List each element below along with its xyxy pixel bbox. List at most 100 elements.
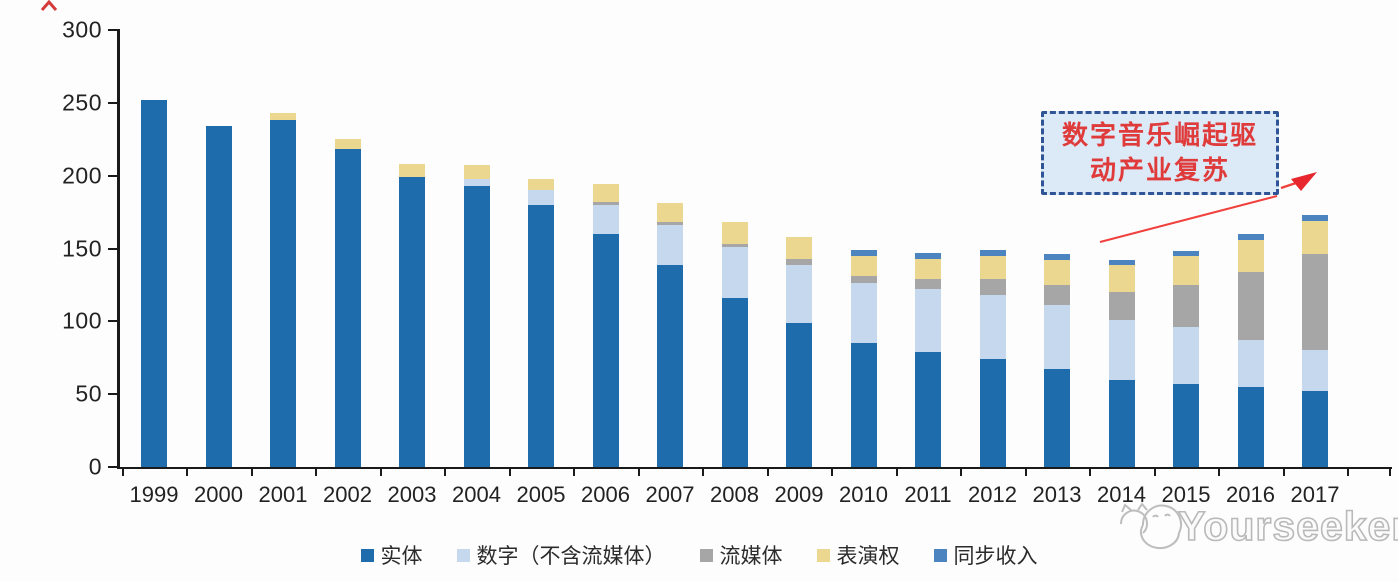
bar-segment-2015 — [1173, 284, 1199, 328]
y-tick-label: 100 — [62, 307, 102, 334]
x-tick — [1089, 467, 1092, 476]
x-tick-label: 2017 — [1290, 482, 1340, 507]
bar-segment-2017 — [1302, 220, 1328, 255]
bar-segment-2006 — [592, 201, 619, 205]
y-tick-label: 0 — [88, 453, 102, 480]
bar-segment-2011 — [915, 351, 941, 467]
legend: 实体 数字（不含流媒体） 流媒体 表演权 同步收入 — [0, 538, 1398, 572]
x-tick — [315, 467, 318, 476]
x-tick — [444, 467, 447, 476]
y-axis-line — [117, 29, 120, 469]
bar-segment-2015 — [1173, 383, 1199, 467]
bar-segment-2001 — [270, 120, 296, 467]
legend-item: 实体 — [360, 540, 423, 570]
x-tick — [1218, 467, 1221, 476]
x-tick-label: 2001 — [258, 482, 308, 507]
x-tick — [121, 467, 124, 476]
legend-item: 表演权 — [816, 540, 900, 570]
bar-segment-2000 — [205, 126, 232, 467]
bar-segment-2013 — [1044, 254, 1070, 261]
y-tick — [108, 247, 118, 250]
bar-segment-2012 — [979, 249, 1006, 256]
bar-segment-2007 — [657, 222, 683, 226]
bar-segment-2009 — [786, 258, 812, 265]
x-tick — [573, 467, 576, 476]
y-tick-label: 300 — [62, 16, 102, 43]
bar-segment-2005 — [528, 204, 554, 467]
x-tick — [702, 467, 705, 476]
bar-segment-2014 — [1108, 292, 1135, 320]
y-tick — [108, 174, 118, 177]
watermark-text: Yourseeker — [1177, 502, 1398, 550]
bar-segment-2011 — [915, 289, 941, 352]
x-tick-label: 2004 — [452, 482, 501, 507]
x-tick — [895, 467, 898, 476]
x-tick — [508, 467, 511, 476]
y-tick-label: 150 — [62, 235, 102, 261]
x-axis-line — [117, 466, 1392, 469]
y-tick — [108, 393, 118, 396]
bar-segment-2017 — [1302, 214, 1328, 221]
y-tick-label: 200 — [62, 162, 102, 189]
bar-segment-2010 — [850, 283, 877, 344]
x-tick — [186, 467, 189, 476]
y-tick — [108, 29, 118, 31]
bar-segment-2010 — [850, 255, 877, 277]
legend-label: 数字（不含流媒体） — [476, 544, 666, 568]
bar-segment-2014 — [1108, 379, 1135, 467]
bar-segment-2015 — [1173, 255, 1199, 285]
x-tick-label: 2010 — [839, 482, 888, 507]
bar-segment-2015 — [1173, 251, 1199, 256]
x-tick-label: 2013 — [1032, 482, 1082, 507]
x-tick — [831, 467, 834, 476]
bar-segment-2013 — [1044, 305, 1070, 370]
bar-segment-2005 — [528, 190, 554, 205]
x-tick-label: 2012 — [968, 482, 1017, 507]
x-tick — [250, 467, 253, 476]
bar-segment-1999 — [141, 99, 167, 467]
bar-segment-2011 — [915, 258, 941, 280]
bar-segment-2017 — [1302, 350, 1328, 392]
corner-red-artifact — [40, 0, 58, 11]
legend-swatch-icon — [360, 548, 374, 562]
bar-segment-2012 — [979, 279, 1006, 296]
y-tick — [108, 101, 118, 104]
bar-segment-2003 — [399, 177, 425, 467]
x-tick-label: 2008 — [710, 482, 759, 507]
bar-segment-2006 — [592, 204, 619, 234]
bar-segment-2009 — [786, 236, 812, 259]
x-tick-label: 2015 — [1161, 482, 1211, 507]
annotation-callout-box: 数字音乐崛起驱 动产业复苏 — [1041, 111, 1279, 195]
x-tick-label: 2005 — [516, 482, 566, 507]
bar-segment-2002 — [334, 139, 361, 150]
bar-segment-2012 — [979, 359, 1006, 467]
bar-segment-2006 — [592, 233, 619, 467]
bar-segment-2007 — [657, 225, 683, 265]
bar-segment-2017 — [1302, 391, 1328, 467]
bar-segment-2013 — [1044, 284, 1070, 306]
x-tick — [1024, 467, 1027, 476]
legend-swatch-icon — [933, 548, 947, 562]
bar-segment-2004 — [463, 165, 490, 179]
bar-segment-2008 — [721, 222, 748, 245]
legend-label: 流媒体 — [719, 544, 783, 568]
x-tick — [1389, 467, 1391, 476]
bar-segment-2007 — [657, 203, 683, 223]
legend-swatch-icon — [816, 548, 830, 562]
bar-segment-2012 — [979, 255, 1006, 280]
x-tick-label: 2011 — [904, 482, 952, 507]
bar-segment-2016 — [1237, 340, 1264, 387]
bar-segment-2012 — [979, 295, 1006, 360]
x-tick — [379, 467, 382, 476]
bar-segment-2010 — [850, 343, 877, 467]
x-tick — [1347, 467, 1350, 476]
annotation-text-line2: 动产业复苏 — [1089, 156, 1230, 185]
bar-segment-2008 — [721, 247, 748, 298]
bar-segment-2011 — [915, 279, 941, 290]
legend-swatch-icon — [456, 548, 470, 562]
x-tick-label: 2009 — [774, 482, 824, 507]
bar-segment-2004 — [463, 185, 490, 467]
bar-segment-2011 — [915, 252, 941, 259]
y-tick-label: 250 — [62, 89, 102, 116]
x-tick-label: 2002 — [323, 482, 372, 507]
